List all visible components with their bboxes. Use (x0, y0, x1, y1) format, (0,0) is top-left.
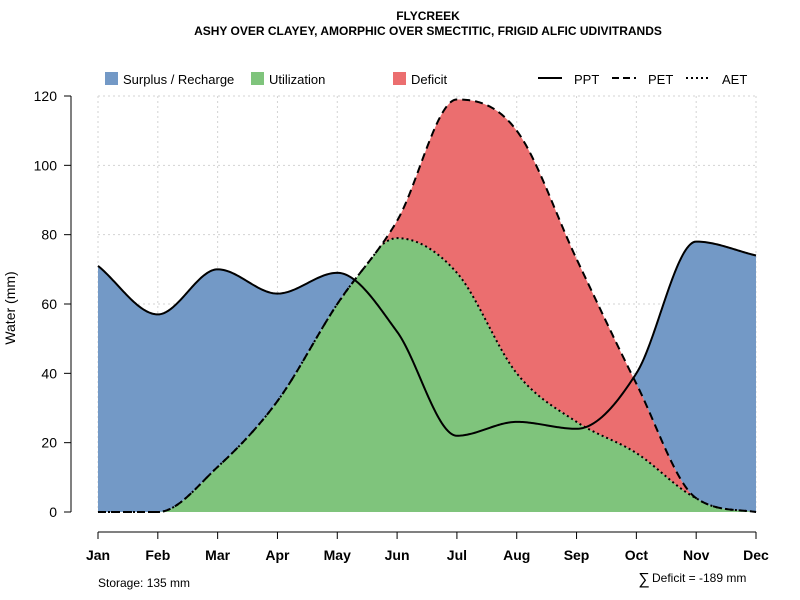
legend-label: PPT (574, 72, 599, 87)
x-tick-label: Mar (205, 547, 230, 563)
ppt-line (97, 240, 757, 437)
x-tick-label: Nov (683, 547, 710, 563)
y-tick-label: 20 (41, 435, 57, 451)
storage-annotation: Storage: 135 mm (98, 576, 190, 590)
legend-label: Utilization (269, 72, 325, 87)
y-tick-label: 40 (41, 365, 57, 381)
x-tick-label: Aug (503, 547, 530, 563)
area-fills (98, 99, 756, 512)
x-tick-label: May (324, 547, 351, 563)
chart-subtitle: ASHY OVER CLAYEY, AMORPHIC OVER SMECTITI… (194, 24, 662, 38)
sum-icon: ∑ (638, 571, 649, 588)
x-tick-label: Apr (265, 547, 290, 563)
axes: 0 20 40 60 80 100 120 Jan Feb Mar Apr May Jun Jul Aug S… (34, 88, 769, 563)
chart-title: FLYCREEK (396, 9, 460, 23)
y-tick-label: 80 (41, 227, 57, 243)
deficit-annotation: Deficit = -189 mm (652, 571, 746, 585)
y-tick-label: 100 (34, 157, 58, 173)
legend-label: AET (722, 72, 747, 87)
legend-swatch (251, 72, 264, 85)
deficit-area (98, 99, 756, 512)
y-axis-title: Water (mm) (2, 271, 18, 344)
utilization-area (98, 238, 756, 512)
x-tick-label: Jan (86, 547, 110, 563)
x-tick-label: Oct (625, 547, 649, 563)
x-tick-label: Sep (564, 547, 590, 563)
legend-swatch (393, 72, 406, 85)
x-tick-label: Jun (385, 547, 410, 563)
y-tick-label: 120 (34, 88, 58, 104)
pet-line (98, 98, 757, 513)
x-tick-label: Dec (743, 547, 769, 563)
aet-line (98, 237, 757, 513)
y-tick-label: 60 (41, 296, 57, 312)
x-tick-label: Feb (145, 547, 170, 563)
legend-label: PET (648, 72, 673, 87)
series-lines (97, 98, 757, 513)
legend-label: Surplus / Recharge (123, 72, 234, 87)
surplus-recharge-area (98, 238, 756, 512)
legend-label: Deficit (411, 72, 448, 87)
legend: Surplus / Recharge Utilization Deficit PPT P… (105, 72, 747, 87)
y-tick-label: 0 (49, 504, 57, 520)
x-tick-label: Jul (447, 547, 467, 563)
legend-swatch (105, 72, 118, 85)
